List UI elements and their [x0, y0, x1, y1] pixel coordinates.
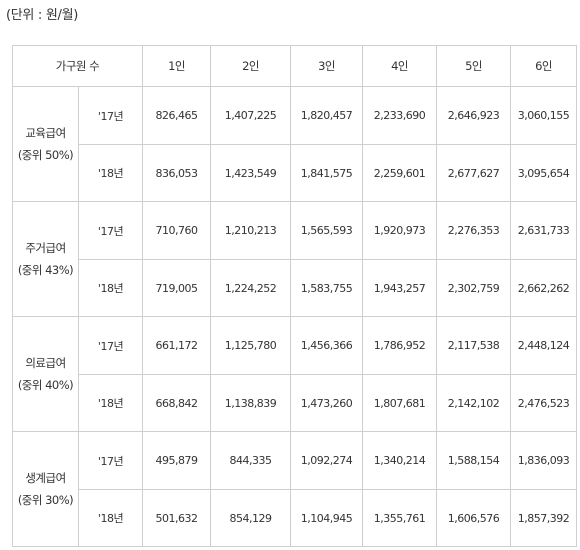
amount-cell: 2,677,627: [436, 144, 512, 202]
table-row: 생계급여 (중위 30%) '17년 495,879 844,335 1,092,274 1…: [12, 431, 578, 547]
amount-cell: 1,473,260: [290, 374, 364, 432]
amount-cell: 836,053: [142, 144, 212, 202]
amount-cell: 2,276,353: [436, 201, 512, 260]
amount-cell: 854,129: [210, 489, 292, 547]
amount-cell: 1,841,575: [290, 144, 364, 202]
amount-cell: 2,646,923: [436, 86, 512, 145]
category-median-ratio: (중위 50%): [17, 148, 74, 162]
amount-cell: 2,476,523: [510, 374, 578, 432]
amount-cell: 2,233,690: [362, 86, 438, 145]
category-name: 교육급여: [25, 126, 66, 140]
year-cell: '18년: [77, 259, 144, 317]
table-row: '18년 668,842 1,138,839 1,473,260 1,807,681 2,…: [13, 374, 578, 432]
year-cell: '18년: [77, 144, 144, 202]
year-cell: '17년: [77, 431, 144, 490]
category-median-ratio: (중위 30%): [17, 493, 74, 507]
amount-cell: 1,820,457: [290, 86, 364, 145]
category-median-ratio: (중위 43%): [17, 263, 74, 277]
amount-cell: 3,095,654: [510, 144, 578, 202]
category-name: 주거급여: [25, 241, 66, 255]
amount-cell: 1,583,755: [290, 259, 364, 317]
benefit-table: 가구원 수 1인 2인 3인 4인 5인 6인 교육급여 (중위 50%) '17년…: [11, 45, 578, 547]
amount-cell: 844,335: [210, 431, 292, 490]
amount-cell: 1,857,392: [510, 489, 578, 547]
amount-cell: 719,005: [142, 259, 212, 317]
table-row: 의료급여 (중위 40%) '17년 661,172 1,125,780 1,456,36…: [12, 316, 578, 432]
column-header: 3인: [290, 45, 364, 87]
amount-cell: 2,142,102: [436, 374, 512, 432]
amount-cell: 1,456,366: [290, 316, 364, 375]
amount-cell: 710,760: [142, 201, 212, 260]
unit-label: (단위 : 원/월): [6, 8, 79, 23]
table-row: '18년 501,632 854,129 1,104,945 1,355,761 1,60…: [13, 489, 578, 547]
year-cell: '17년: [77, 86, 144, 145]
amount-cell: 495,879: [142, 431, 212, 490]
amount-cell: 2,302,759: [436, 259, 512, 317]
category-cell: 주거급여 (중위 43%): [12, 201, 79, 317]
amount-cell: 1,423,549: [210, 144, 292, 202]
year-cell: '17년: [77, 201, 144, 260]
category-cell: 생계급여 (중위 30%): [12, 431, 79, 547]
table-row: '18년 719,005 1,224,252 1,583,755 1,943,257 2,…: [13, 259, 578, 317]
amount-cell: 668,842: [142, 374, 212, 432]
amount-cell: 1,092,274: [290, 431, 364, 490]
amount-cell: 3,060,155: [510, 86, 578, 145]
amount-cell: 1,340,214: [362, 431, 438, 490]
amount-cell: 1,943,257: [362, 259, 438, 317]
amount-cell: 1,920,973: [362, 201, 438, 260]
amount-cell: 1,786,952: [362, 316, 438, 375]
category-cell: 교육급여 (중위 50%): [12, 86, 79, 202]
header-row: 가구원 수 1인 2인 3인 4인 5인 6인: [11, 45, 578, 87]
amount-cell: 1,588,154: [436, 431, 512, 490]
table-row: 교육급여 (중위 50%) '17년 826,465 1,407,225 1,820,45…: [12, 86, 578, 202]
amount-cell: 2,259,601: [362, 144, 438, 202]
amount-cell: 2,117,538: [436, 316, 512, 375]
amount-cell: 501,632: [142, 489, 212, 547]
category-cell: 의료급여 (중위 40%): [12, 316, 79, 432]
amount-cell: 1,565,593: [290, 201, 364, 260]
column-header: 4인: [362, 45, 438, 87]
amount-cell: 1,836,093: [510, 431, 578, 490]
amount-cell: 1,807,681: [362, 374, 438, 432]
category-median-ratio: (중위 40%): [17, 378, 74, 392]
column-header: 2인: [210, 45, 292, 87]
amount-cell: 1,407,225: [210, 86, 292, 145]
amount-cell: 2,662,262: [510, 259, 578, 317]
amount-cell: 1,125,780: [210, 316, 292, 375]
year-cell: '18년: [77, 489, 144, 547]
category-name: 생계급여: [25, 471, 66, 485]
amount-cell: 826,465: [142, 86, 212, 145]
column-header: 1인: [142, 45, 212, 87]
year-cell: '17년: [77, 316, 144, 375]
table-row: 주거급여 (중위 43%) '17년 710,760 1,210,213 1,565,59…: [12, 201, 578, 317]
year-cell: '18년: [77, 374, 144, 432]
amount-cell: 1,138,839: [210, 374, 292, 432]
amount-cell: 1,606,576: [436, 489, 512, 547]
amount-cell: 661,172: [142, 316, 212, 375]
amount-cell: 1,104,945: [290, 489, 364, 547]
amount-cell: 1,224,252: [210, 259, 292, 317]
amount-cell: 1,210,213: [210, 201, 292, 260]
amount-cell: 2,631,733: [510, 201, 578, 260]
household-size-header: 가구원 수: [11, 45, 144, 87]
category-name: 의료급여: [25, 356, 66, 370]
amount-cell: 1,355,761: [362, 489, 438, 547]
column-header: 5인: [436, 45, 512, 87]
amount-cell: 2,448,124: [510, 316, 578, 375]
column-header: 6인: [510, 45, 578, 87]
table-row: '18년 836,053 1,423,549 1,841,575 2,259,601 2,…: [13, 144, 578, 202]
